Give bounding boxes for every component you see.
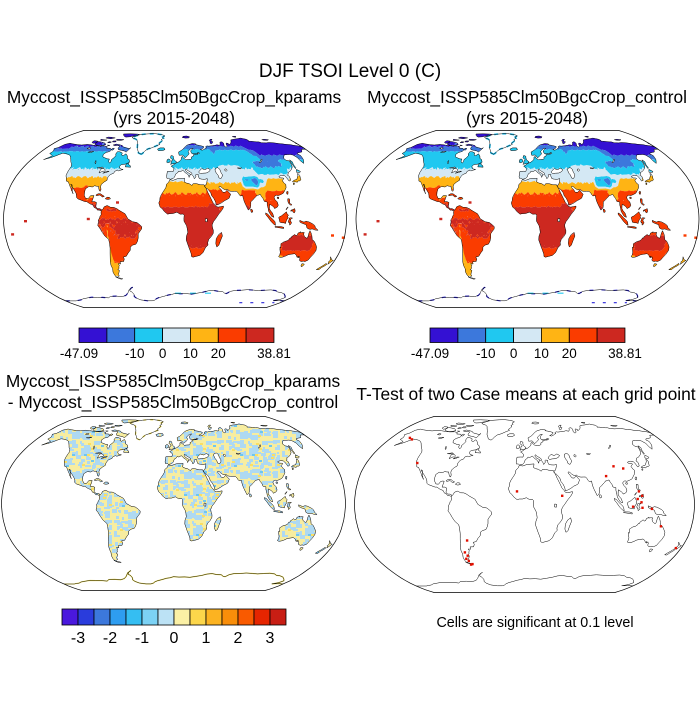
svg-text:-3: -3 xyxy=(71,630,85,647)
svg-text:Cells are significant at 0.1 l: Cells are significant at 0.1 level xyxy=(436,615,633,631)
svg-text:-2: -2 xyxy=(103,630,117,647)
svg-text:Myccost_ISSP585Clm50BgcCrop_kp: Myccost_ISSP585Clm50BgcCrop_kparams xyxy=(7,87,342,107)
svg-text:(yrs 2015-2048): (yrs 2015-2048) xyxy=(113,108,235,128)
svg-text:T-Test of two Case means at ea: T-Test of two Case means at each grid po… xyxy=(356,384,695,404)
svg-text:-10: -10 xyxy=(125,346,145,361)
svg-text:- Myccost_ISSP585Clm50BgcCrop_: - Myccost_ISSP585Clm50BgcCrop_control xyxy=(8,392,338,412)
svg-text:3: 3 xyxy=(266,630,275,647)
svg-text:DJF TSOI Level 0 (C): DJF TSOI Level 0 (C) xyxy=(259,61,441,82)
svg-text:38.81: 38.81 xyxy=(608,346,642,361)
svg-text:20: 20 xyxy=(211,346,226,361)
svg-text:0: 0 xyxy=(510,346,518,361)
svg-text:20: 20 xyxy=(562,346,577,361)
svg-text:-47.09: -47.09 xyxy=(60,346,98,361)
svg-text:0: 0 xyxy=(170,630,179,647)
svg-text:-10: -10 xyxy=(476,346,496,361)
svg-text:-1: -1 xyxy=(135,630,149,647)
svg-text:1: 1 xyxy=(202,630,211,647)
svg-text:10: 10 xyxy=(534,346,549,361)
svg-text:2: 2 xyxy=(234,630,243,647)
svg-text:(yrs 2015-2048): (yrs 2015-2048) xyxy=(466,108,588,128)
svg-text:0: 0 xyxy=(159,346,167,361)
svg-text:10: 10 xyxy=(183,346,198,361)
svg-text:-47.09: -47.09 xyxy=(411,346,449,361)
svg-text:38.81: 38.81 xyxy=(257,346,291,361)
svg-text:Myccost_ISSP585Clm50BgcCrop_kp: Myccost_ISSP585Clm50BgcCrop_kparams xyxy=(6,371,341,391)
svg-text:Myccost_ISSP585Clm50BgcCrop_co: Myccost_ISSP585Clm50BgcCrop_control xyxy=(367,87,687,107)
